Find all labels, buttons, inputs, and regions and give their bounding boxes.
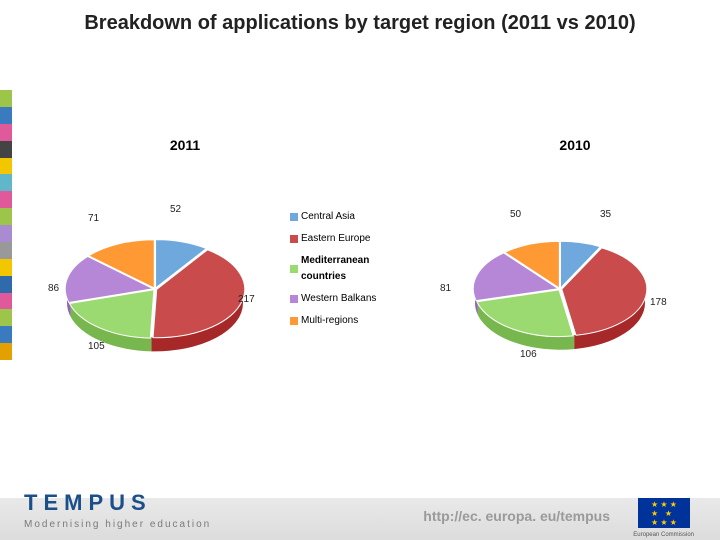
brand-tagline: Modernising higher education: [24, 519, 211, 530]
legend-label: Western Balkans: [301, 291, 376, 307]
legend-swatch: [290, 265, 298, 273]
value-label: 50: [510, 209, 521, 220]
footer: TEMPUS Modernising higher education http…: [0, 480, 720, 540]
legend-swatch: [290, 213, 298, 221]
brand-logo: TEMPUS: [24, 490, 152, 516]
legend: Central Asia Eastern Europe Mediterranean …: [290, 209, 411, 335]
value-label: 178: [650, 297, 667, 308]
value-label: 217: [238, 294, 255, 305]
legend-item: Mediterranean countries: [290, 253, 411, 285]
legend-label: Multi-regions: [301, 313, 358, 329]
eu-flag-caption: European Commission: [633, 532, 694, 538]
legend-label: Mediterranean countries: [301, 253, 411, 285]
legend-item: Western Balkans: [290, 291, 411, 307]
legend-item: Central Asia: [290, 209, 411, 225]
legend-label: Central Asia: [301, 209, 355, 225]
value-label: 106: [520, 349, 537, 360]
legend-item: Multi-regions: [290, 313, 411, 329]
legend-swatch: [290, 295, 298, 303]
eu-flag-icon: ★ ★ ★★ ★★ ★ ★: [638, 498, 690, 528]
legend-label: Eastern Europe: [301, 231, 371, 247]
page-title: Breakdown of applications by target regi…: [0, 0, 720, 39]
legend-swatch: [290, 317, 298, 325]
legend-item: Eastern Europe: [290, 231, 411, 247]
value-label: 71: [88, 213, 99, 224]
footer-url: http://ec. europa. eu/tempus: [423, 508, 610, 524]
value-label: 52: [170, 204, 181, 215]
charts-area: 2011 2010 Central AsiaEastern EuropeMedi…: [0, 39, 720, 379]
value-label: 81: [440, 283, 451, 294]
legend-swatch: [290, 235, 298, 243]
value-label: 86: [48, 283, 59, 294]
value-label: 105: [88, 341, 105, 352]
value-label: 35: [600, 209, 611, 220]
